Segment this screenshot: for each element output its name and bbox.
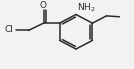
Text: NH$_2$: NH$_2$ xyxy=(77,1,96,14)
Text: O: O xyxy=(40,1,46,10)
Text: Cl: Cl xyxy=(5,25,14,34)
